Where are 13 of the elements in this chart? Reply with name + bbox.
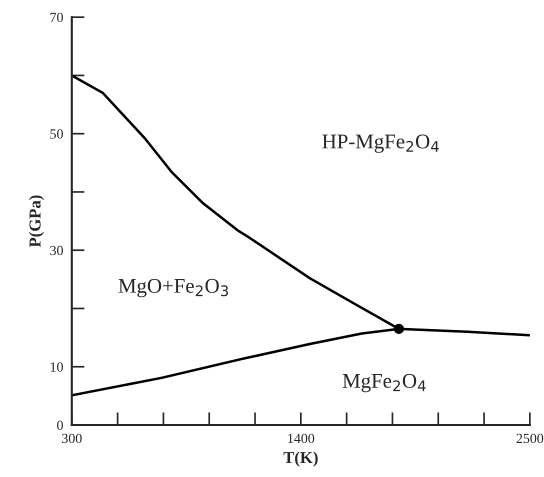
y-tick-label: 0 [57,420,63,430]
x-tick-label: 1400 [288,434,314,444]
annotation: MgO+Fe$_{2}$O$_{3}$ [118,278,228,298]
annotation: HP-MgFe$_{2}$O$_{4}$ [322,134,439,153]
y-tick-label: 70 [50,12,63,22]
y-tick-label: 10 [50,362,63,372]
y-tick-label: 30 [50,246,63,256]
y-axis-title: P(GPa) [28,195,44,248]
x-tick-label: 300 [62,434,82,444]
y-tick-label: 50 [50,129,63,139]
x-axis-title: T(K) [284,451,318,467]
x-tick-label: 2500 [516,434,544,444]
annotation: MgFe$_{2}$O$_{4}$ [342,374,426,392]
